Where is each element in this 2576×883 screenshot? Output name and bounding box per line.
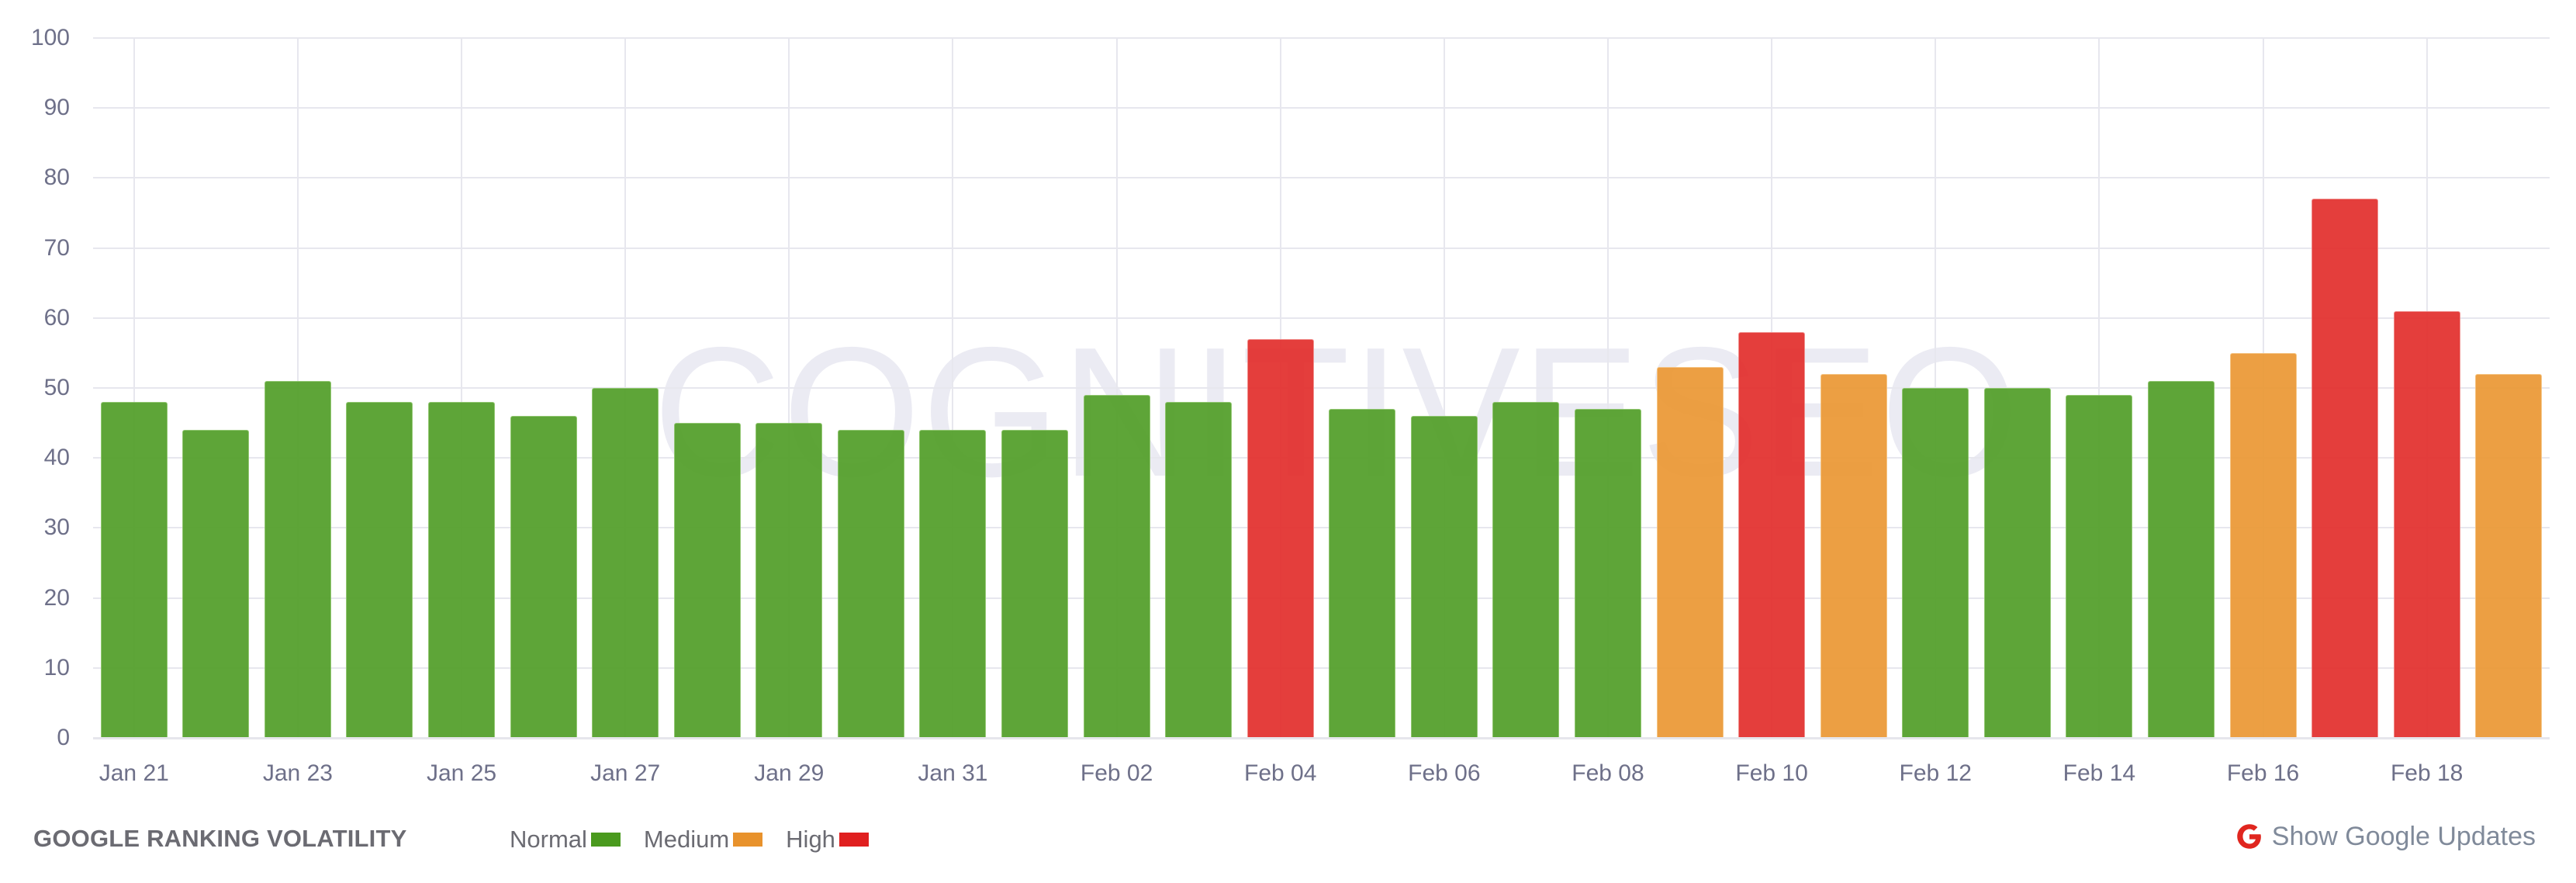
bar-jan-29[interactable] [756, 423, 823, 738]
v-gridline [133, 38, 135, 738]
x-tick-label: Jan 21 [99, 760, 169, 786]
h-gridline [93, 667, 2550, 669]
x-tick-label: Feb 02 [1080, 760, 1153, 786]
legend-swatch-medium [733, 833, 763, 847]
x-axis-line [93, 737, 2550, 739]
bar-jan-21[interactable] [100, 402, 168, 738]
v-gridline [1115, 38, 1118, 738]
bar-feb-15[interactable] [2147, 380, 2215, 738]
x-tick-label: Feb 18 [2390, 760, 2464, 786]
bar-jan-23[interactable] [264, 380, 331, 738]
h-gridline [93, 597, 2550, 599]
bar-jan-31[interactable] [919, 430, 987, 738]
x-tick-label: Feb 12 [1899, 760, 1972, 786]
bar-feb-10[interactable] [1738, 331, 1806, 738]
bar-feb-12[interactable] [1902, 388, 1969, 738]
legend-swatch-high [838, 833, 869, 847]
h-gridline [93, 37, 2550, 39]
x-tick-label: Jan 23 [262, 760, 333, 786]
bar-jan-26[interactable] [510, 416, 577, 738]
x-tick-label: Jan 27 [590, 760, 661, 786]
h-gridline [93, 387, 2550, 389]
h-gridline [93, 457, 2550, 459]
bar-feb-09[interactable] [1656, 366, 1724, 738]
h-gridline [93, 177, 2550, 179]
y-tick-label: 100 [30, 25, 70, 50]
legend-item-medium[interactable]: Medium [643, 826, 763, 853]
v-gridline [461, 38, 463, 738]
y-tick-label: 80 [43, 164, 70, 191]
show-google-updates-button[interactable]: Show Google Updates [2235, 821, 2536, 852]
show-google-updates-label: Show Google Updates [2271, 822, 2536, 851]
v-gridline [2098, 38, 2101, 738]
v-gridline [1443, 38, 1445, 738]
bar-jan-25[interactable] [428, 402, 496, 738]
y-tick-label: 60 [43, 304, 70, 331]
y-tick-label: 50 [43, 375, 70, 400]
bar-feb-14[interactable] [2066, 395, 2133, 738]
bar-jan-28[interactable] [673, 423, 741, 738]
bar-jan-24[interactable] [346, 402, 413, 738]
bar-feb-05[interactable] [1329, 409, 1396, 738]
y-tick-label: 90 [43, 95, 70, 121]
h-gridline [93, 107, 2550, 109]
legend: Normal Medium High [510, 826, 892, 854]
y-tick-label: 40 [43, 445, 70, 471]
bar-feb-08[interactable] [1574, 409, 1641, 738]
h-gridline [93, 247, 2550, 249]
bar-feb-13[interactable] [1983, 388, 2051, 738]
bar-feb-04[interactable] [1247, 338, 1314, 738]
v-gridline [952, 38, 954, 738]
bar-feb-11[interactable] [1820, 373, 1887, 738]
y-tick-label: 0 [57, 725, 70, 750]
x-tick-label: Feb 08 [1572, 760, 1644, 786]
v-gridline [1606, 38, 1609, 738]
chart-title: GOOGLE RANKING VOLATILITY [33, 825, 407, 852]
x-tick-label: Jan 31 [918, 760, 988, 786]
legend-swatch-normal [590, 833, 621, 847]
h-gridline [93, 527, 2550, 529]
bar-feb-19[interactable] [2475, 373, 2543, 738]
x-tick-label: Feb 14 [2063, 760, 2136, 786]
x-tick-label: Feb 10 [1735, 760, 1808, 786]
legend-label-medium: Medium [643, 826, 730, 853]
y-tick-label: 30 [43, 514, 70, 541]
y-tick-label: 70 [43, 234, 70, 261]
h-gridline [93, 317, 2550, 319]
legend-item-normal[interactable]: Normal [510, 826, 621, 853]
x-tick-label: Jan 25 [427, 760, 497, 786]
x-tick-label: Feb 16 [2226, 760, 2300, 786]
bar-jan-30[interactable] [837, 430, 904, 738]
bar-feb-06[interactable] [1410, 416, 1478, 738]
y-tick-label: 10 [43, 654, 70, 680]
legend-item-high[interactable]: High [786, 826, 869, 853]
bar-jan-27[interactable] [592, 388, 659, 738]
bar-feb-03[interactable] [1165, 402, 1233, 738]
v-gridline [788, 38, 790, 738]
bar-feb-18[interactable] [2393, 310, 2460, 738]
legend-label-high: High [786, 826, 835, 853]
bar-feb-01[interactable] [1001, 430, 1069, 738]
bar-jan-22[interactable] [182, 430, 250, 738]
bar-feb-07[interactable] [1492, 402, 1560, 738]
google-g-icon [2237, 824, 2261, 849]
x-tick-label: Feb 04 [1244, 760, 1317, 786]
bar-feb-02[interactable] [1083, 395, 1150, 738]
x-tick-label: Feb 06 [1408, 760, 1481, 786]
x-tick-label: Jan 29 [754, 760, 825, 786]
legend-label-normal: Normal [510, 826, 587, 853]
y-tick-label: 20 [43, 584, 70, 611]
bar-feb-17[interactable] [2311, 199, 2379, 738]
bar-feb-16[interactable] [2229, 352, 2297, 738]
